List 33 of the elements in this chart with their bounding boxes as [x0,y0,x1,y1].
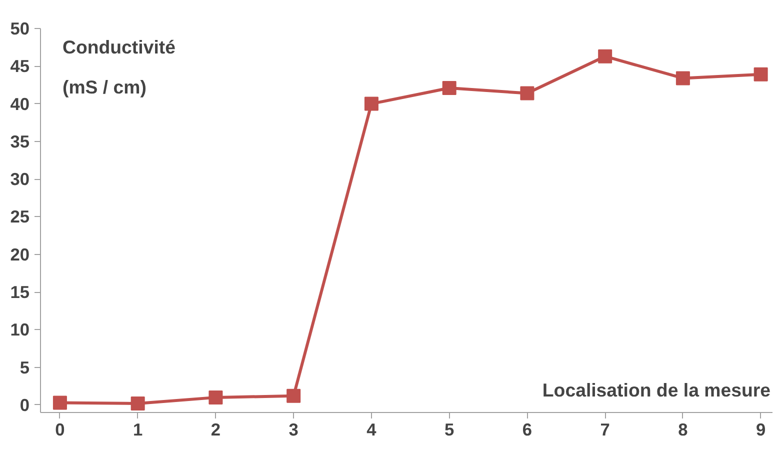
point [520,86,534,100]
y-tick-label: 20 [10,244,30,264]
x-tick-label: 0 [55,420,65,440]
x-tick-label: 6 [522,420,532,440]
y-tick-label: 15 [10,282,30,302]
y-tick-label: 50 [10,18,30,38]
point [676,71,690,86]
point [286,388,301,403]
y-tick-label: 30 [10,169,30,190]
point [598,49,612,64]
y-tick-label: 25 [10,206,30,227]
x-axis-title: Localisation de la mesure [542,380,771,400]
point [364,96,378,111]
y-tick-label: 10 [10,320,30,340]
x-tick-label: 1 [133,420,144,440]
x-tick-label: 8 [678,420,688,440]
point [754,67,768,82]
x-tick-label: 2 [210,420,221,440]
y-tick-label: 5 [20,357,30,378]
y-axis-title: Conductivité (mS / cm) [62,36,176,98]
y-tick-label: 35 [10,131,30,152]
x-tick-label: 3 [288,420,299,440]
x-tick-label: 4 [366,420,377,440]
point [208,390,223,404]
x-tick-label: 5 [444,420,455,440]
x-tick-label: 7 [600,420,610,440]
y-tick-label: 40 [10,94,30,114]
y-tick-label: 45 [10,56,30,76]
point [130,396,145,410]
x-tick-label: 9 [756,420,766,440]
y-tick-label: 0 [20,394,30,415]
point [52,396,67,410]
point [442,80,456,95]
